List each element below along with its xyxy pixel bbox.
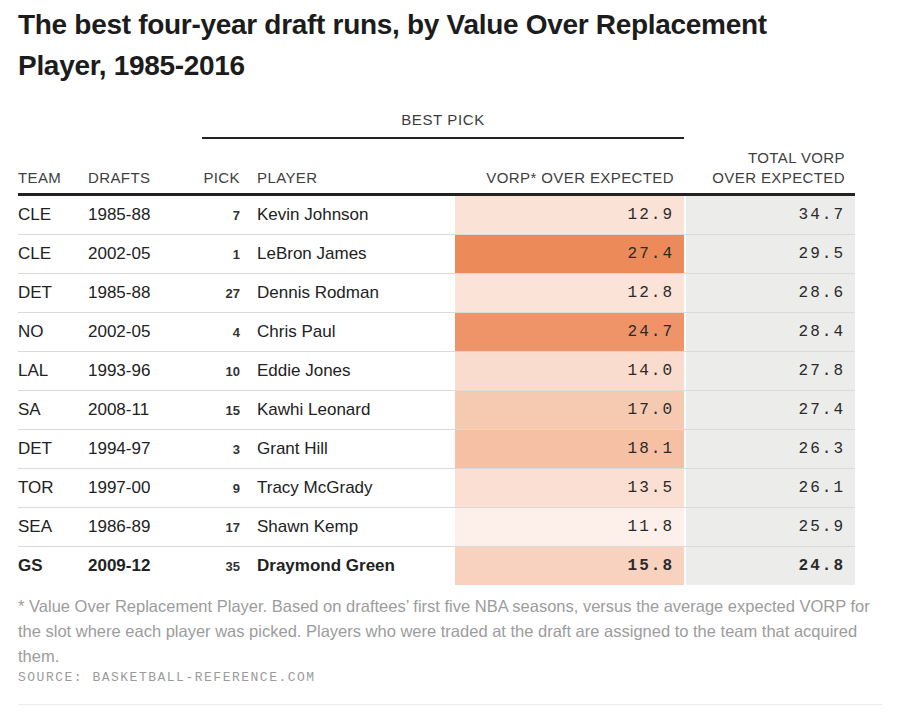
col-header-total-vorp: TOTAL VORP OVER EXPECTED: [674, 148, 845, 188]
table-row: CLE 2002-05 1 LeBron James 27.4 29.5: [18, 235, 855, 274]
col-header-drafts: DRAFTS: [88, 169, 150, 186]
player-cell: Draymond Green: [240, 547, 455, 585]
player-cell: Kawhi Leonard: [240, 391, 455, 429]
total-vorp-cell: 34.7: [684, 196, 855, 234]
page-title: The best four-year draft runs, by Value …: [18, 4, 878, 86]
chart-container: The best four-year draft runs, by Value …: [0, 0, 900, 717]
vorp-cell: 18.1: [455, 430, 684, 468]
team-cell: LAL: [18, 352, 88, 390]
player-cell: Kevin Johnson: [240, 196, 455, 234]
vorp-cell: 12.8: [455, 274, 684, 312]
team-cell: GS: [18, 547, 88, 585]
player-cell: Eddie Jones: [240, 352, 455, 390]
table-row: NO 2002-05 4 Chris Paul 24.7 28.4: [18, 313, 855, 352]
pick-cell: 9: [183, 469, 240, 507]
total-vorp-cell: 25.9: [684, 508, 855, 546]
vorp-cell: 17.0: [455, 391, 684, 429]
vorp-cell: 12.9: [455, 196, 684, 234]
drafts-cell: 2002-05: [88, 235, 183, 273]
team-cell: TOR: [18, 469, 88, 507]
drafts-cell: 1985-88: [88, 274, 183, 312]
col-header-team: TEAM: [18, 169, 61, 186]
pick-cell: 17: [183, 508, 240, 546]
player-cell: LeBron James: [240, 235, 455, 273]
pick-cell: 7: [183, 196, 240, 234]
pick-cell: 1: [183, 235, 240, 273]
best-pick-group-header: BEST PICK: [202, 111, 684, 139]
team-cell: CLE: [18, 196, 88, 234]
pick-cell: 27: [183, 274, 240, 312]
table-row: SA 2008-11 15 Kawhi Leonard 17.0 27.4: [18, 391, 855, 430]
total-vorp-cell: 26.3: [684, 430, 855, 468]
vorp-cell: 24.7: [455, 313, 684, 351]
col-header-total-vorp-line2: OVER EXPECTED: [674, 168, 845, 188]
col-header-player: PLAYER: [257, 169, 317, 186]
page-title-line2: Player, 1985-2016: [18, 45, 878, 86]
team-cell: SEA: [18, 508, 88, 546]
drafts-cell: 1993-96: [88, 352, 183, 390]
drafts-cell: 1985-88: [88, 196, 183, 234]
total-vorp-cell: 24.8: [684, 547, 855, 585]
pick-cell: 3: [183, 430, 240, 468]
vorp-cell: 27.4: [455, 235, 684, 273]
drafts-cell: 1986-89: [88, 508, 183, 546]
drafts-cell: 2002-05: [88, 313, 183, 351]
col-header-vorp-over-expected: VORP* OVER EXPECTED: [455, 169, 674, 186]
table-row: SEA 1986-89 17 Shawn Kemp 11.8 25.9: [18, 508, 855, 547]
drafts-cell: 2009-12: [88, 547, 183, 585]
total-vorp-cell: 28.6: [684, 274, 855, 312]
player-cell: Shawn Kemp: [240, 508, 455, 546]
total-vorp-cell: 27.4: [684, 391, 855, 429]
page-title-line1: The best four-year draft runs, by Value …: [18, 4, 878, 45]
player-cell: Dennis Rodman: [240, 274, 455, 312]
team-cell: NO: [18, 313, 88, 351]
pick-cell: 4: [183, 313, 240, 351]
drafts-cell: 1994-97: [88, 430, 183, 468]
col-header-total-vorp-line1: TOTAL VORP: [674, 148, 845, 168]
table-row: LAL 1993-96 10 Eddie Jones 14.0 27.8: [18, 352, 855, 391]
bottom-divider: [18, 704, 882, 705]
footnote: * Value Over Replacement Player. Based o…: [18, 594, 874, 669]
player-cell: Chris Paul: [240, 313, 455, 351]
drafts-cell: 1997-00: [88, 469, 183, 507]
table-row: TOR 1997-00 9 Tracy McGrady 13.5 26.1: [18, 469, 855, 508]
drafts-cell: 2008-11: [88, 391, 183, 429]
team-cell: CLE: [18, 235, 88, 273]
col-header-pick: PICK: [183, 169, 240, 186]
team-cell: DET: [18, 274, 88, 312]
table-row: DET 1985-88 27 Dennis Rodman 12.8 28.6: [18, 274, 855, 313]
vorp-cell: 14.0: [455, 352, 684, 390]
total-vorp-cell: 27.8: [684, 352, 855, 390]
vorp-cell: 11.8: [455, 508, 684, 546]
team-cell: DET: [18, 430, 88, 468]
source-credit: SOURCE: BASKETBALL-REFERENCE.COM: [18, 670, 316, 685]
player-cell: Grant Hill: [240, 430, 455, 468]
team-cell: SA: [18, 391, 88, 429]
total-vorp-cell: 29.5: [684, 235, 855, 273]
pick-cell: 10: [183, 352, 240, 390]
total-vorp-cell: 26.1: [684, 469, 855, 507]
total-vorp-cell: 28.4: [684, 313, 855, 351]
player-cell: Tracy McGrady: [240, 469, 455, 507]
table-row: GS 2009-12 35 Draymond Green 15.8 24.8: [18, 547, 855, 585]
table-row: CLE 1985-88 7 Kevin Johnson 12.9 34.7: [18, 196, 855, 235]
pick-cell: 35: [183, 547, 240, 585]
table-row: DET 1994-97 3 Grant Hill 18.1 26.3: [18, 430, 855, 469]
vorp-cell: 15.8: [455, 547, 684, 585]
pick-cell: 15: [183, 391, 240, 429]
vorp-cell: 13.5: [455, 469, 684, 507]
table-body: CLE 1985-88 7 Kevin Johnson 12.9 34.7 CL…: [18, 196, 855, 585]
